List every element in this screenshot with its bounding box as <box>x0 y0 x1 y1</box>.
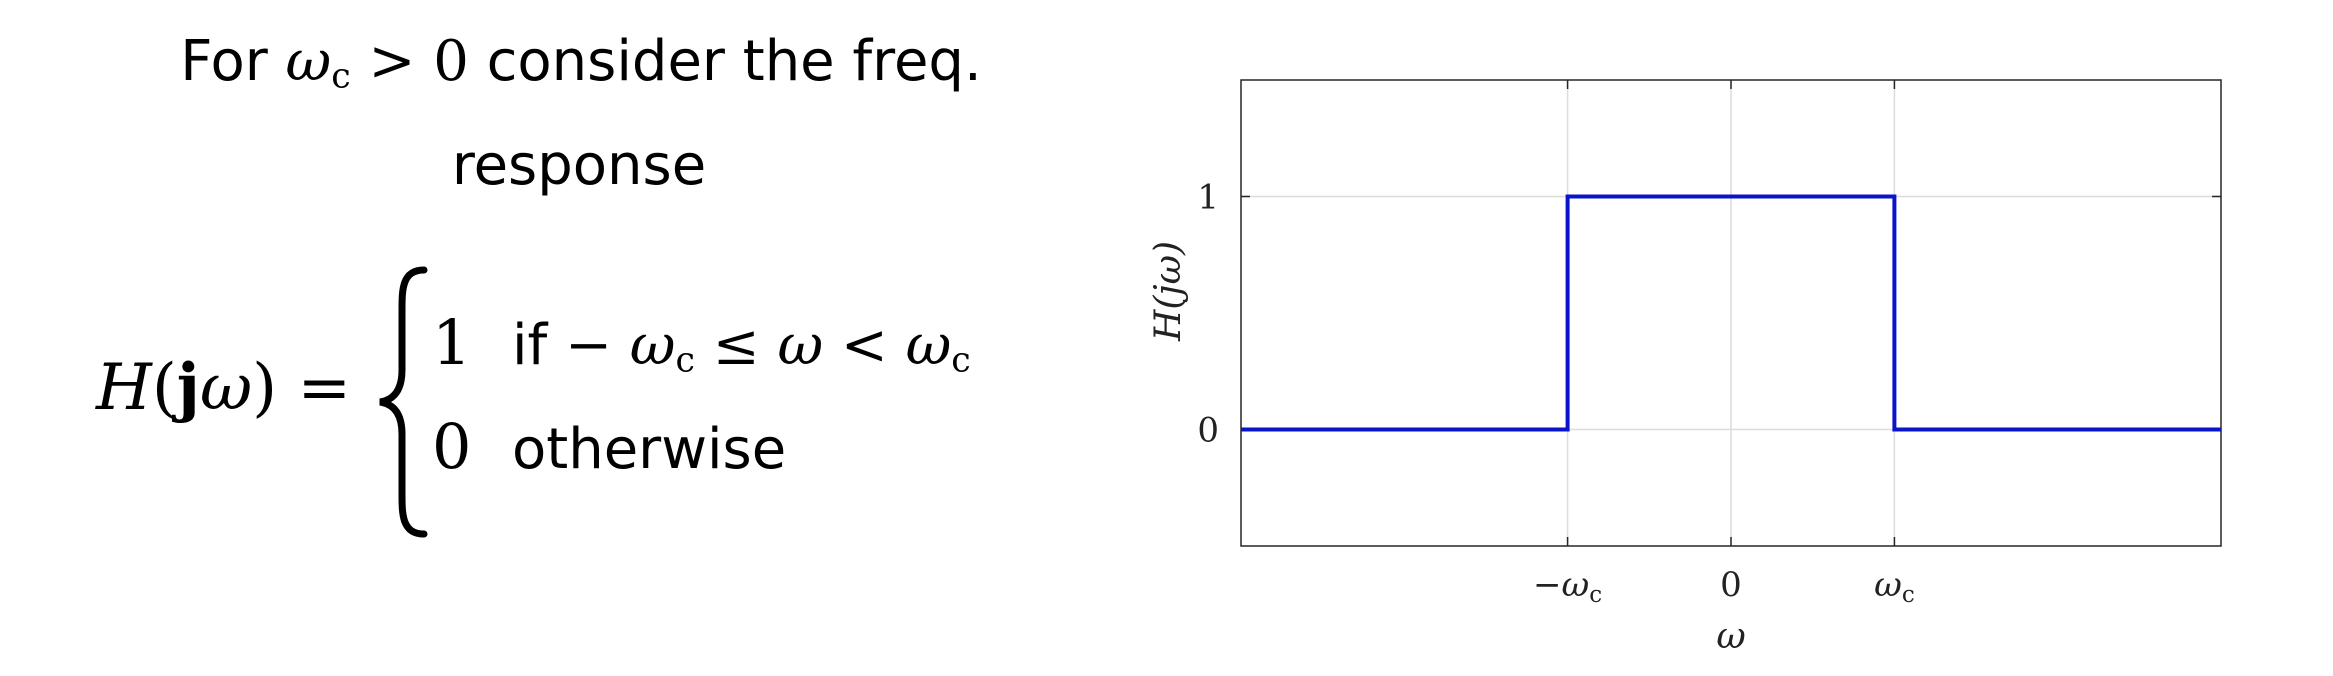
response-series-line <box>1241 194 2221 432</box>
case-1-condition: if − ωc ≤ ω < ωc <box>512 311 971 396</box>
eq-paren-close-equals: ) = <box>252 351 352 425</box>
eq-omega: ω <box>199 351 253 425</box>
grid-lines <box>1241 80 2221 546</box>
eq-j: j <box>176 350 200 425</box>
y-axis-label: H(jω) <box>1148 241 1189 342</box>
y-tick-label: 0 <box>1197 411 1219 451</box>
intro-sentence: For ωc > 0 consider the freq. <box>0 30 1140 109</box>
case-1-upper-sub: c <box>951 340 971 381</box>
eq-H: H <box>96 351 152 425</box>
equation-lhs: H(jω) = <box>96 348 351 428</box>
series-layer <box>1241 194 2221 432</box>
left-brace-icon <box>379 266 428 538</box>
case-row-2: 0 otherwise <box>432 412 786 485</box>
cutoff-condition: ωc > 0 <box>285 29 469 97</box>
case-1-value: 1 <box>432 306 472 379</box>
x-tick-label: −ωc <box>1533 565 1602 608</box>
omega-subscript: c <box>331 56 351 97</box>
case-row-1: 1 if − ωc ≤ ω < ωc <box>432 308 971 396</box>
eq-paren-open: ( <box>151 351 177 425</box>
frequency-response-equation: H(jω) = 1 if − ωc ≤ ω < ωc 0 otherwise <box>0 262 1140 542</box>
y-tick-label: 1 <box>1197 178 1219 218</box>
x-tick-label: ωc <box>1874 565 1915 608</box>
left-text-panel: For ωc > 0 consider the freq. response H… <box>0 0 1140 676</box>
case-1-if: if <box>512 313 566 378</box>
x-tick-label: 0 <box>1720 565 1742 605</box>
condition-relation: > 0 <box>350 29 469 94</box>
tick-labels: −ωc 0 ωc 0 1 <box>1197 178 1914 609</box>
x-axis-label: ω <box>1716 616 1745 657</box>
frequency-response-chart: −ωc 0 ωc 0 1 ω H(jω) <box>1148 79 2222 657</box>
case-1-lower-sub: c <box>675 340 695 381</box>
case-2-condition: otherwise <box>512 417 787 482</box>
omega-symbol: ω <box>285 29 332 94</box>
intro-sentence-line2: response <box>451 133 707 198</box>
case-2-value: 0 <box>432 410 472 483</box>
case-1-math: − ωc ≤ ω < ωc <box>565 313 971 381</box>
intro-suffix: consider the freq. <box>468 29 982 94</box>
case-1-lower: − ω <box>565 313 676 378</box>
intro-prefix: For <box>180 29 286 94</box>
case-1-upper: ≤ ω < ω <box>694 313 952 378</box>
